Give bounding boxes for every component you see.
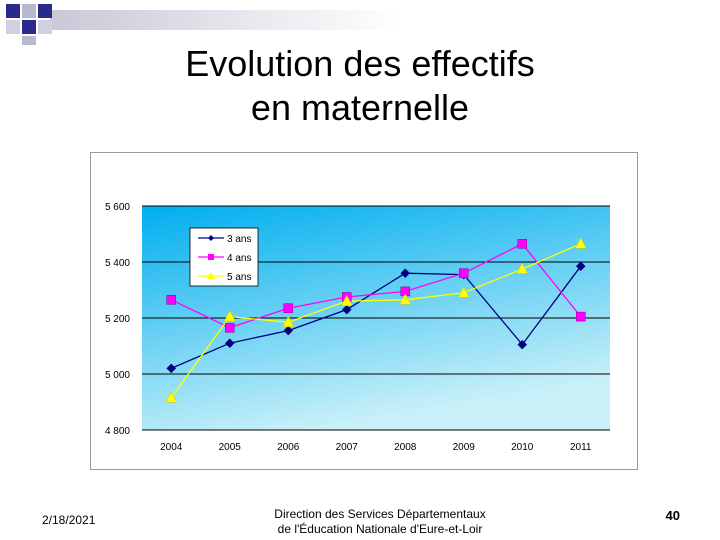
data-point [576,311,586,322]
y-tick-label: 5 200 [105,314,130,325]
x-tick-label: 2007 [336,442,359,453]
data-point [400,268,411,279]
slide-title: Evolution des effectifs en maternelle [60,42,660,130]
data-point [517,339,528,350]
x-tick-label: 2009 [453,442,476,453]
y-tick-label: 5 000 [105,370,130,381]
data-point [166,363,177,374]
title-line-1: Evolution des effectifs [185,43,535,84]
y-tick-label: 5 600 [105,202,130,213]
legend-marker [208,235,214,241]
y-tick-label: 5 400 [105,258,130,269]
legend-marker [207,272,215,279]
data-point [574,237,587,249]
data-point [223,310,236,322]
data-point [459,268,469,278]
data-point [516,262,529,274]
x-tick-label: 2006 [277,442,300,453]
series-line-5-ans [170,243,582,399]
data-point [283,325,294,336]
legend-marker [208,254,214,260]
data-point [225,323,235,333]
footer-line-2: de l'Éducation Nationale d'Eure-et-Loir [277,522,483,536]
footer-date: 2/18/2021 [42,513,96,527]
x-tick-label: 2005 [219,442,242,453]
data-point [165,391,178,403]
x-tick-label: 2008 [394,442,417,453]
data-point [283,303,293,313]
enrollment-line-chart: 4 800 5 000 5 200 5 400 5 600 2004 2005 2006 200… [105,202,610,453]
data-point [517,239,527,249]
data-point [341,304,352,315]
footer-organization: Direction des Services Départementaux de… [230,507,530,537]
series-line-4-ans [170,242,582,329]
x-tick-label: 2011 [570,442,592,453]
page-number: 40 [665,508,680,523]
data-point [575,261,586,272]
footer-line-1: Direction des Services Départementaux [274,507,486,521]
data-point [166,295,176,305]
y-tick-label: 4 800 [105,426,130,437]
corner-decoration [6,4,400,45]
title-line-2: en maternelle [250,87,470,128]
x-tick-label: 2010 [511,442,534,453]
data-point [399,293,412,305]
legend-label: 5 ans [227,272,251,283]
data-point [282,315,295,327]
series-line-3-ans [170,265,582,369]
data-point [340,294,353,306]
legend-label: 3 ans [227,234,251,245]
legend-label: 4 ans [227,253,251,264]
data-point [224,338,235,349]
data-point [457,286,470,298]
x-tick-label: 2004 [160,442,183,453]
